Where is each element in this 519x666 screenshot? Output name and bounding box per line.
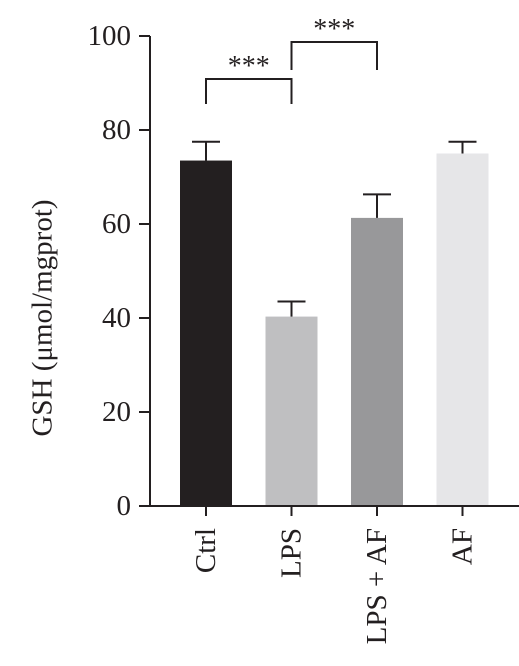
bar-lps-af: [351, 217, 403, 506]
x-tick-label: LPS: [276, 528, 308, 578]
y-tick-label: 0: [117, 490, 132, 522]
y-axis-label: GSH (μmol/mgprot): [27, 199, 59, 436]
significance-label: ***: [313, 14, 355, 45]
x-axis: Ctrl LPS LPS + AF AF: [150, 505, 519, 644]
significance-bracket: [205, 78, 293, 104]
y-tick-label: 80: [102, 114, 131, 146]
x-tick-label: LPS + AF: [361, 528, 393, 644]
bar-af: [436, 153, 489, 506]
significance-brackets: *** ***: [205, 14, 378, 104]
y-tick-label: 100: [88, 20, 132, 52]
y-tick-label: 40: [102, 302, 131, 334]
y-tick-label: 20: [102, 396, 131, 428]
bar-ctrl: [180, 160, 232, 507]
significance-bracket: [290, 41, 378, 70]
x-tick-label: AF: [447, 528, 479, 565]
significance-label: ***: [228, 51, 270, 82]
y-tick-label: 60: [102, 208, 131, 240]
bar-lps: [265, 316, 318, 506]
bars: [180, 153, 489, 507]
y-axis: 0 20 40 60 80 100: [88, 20, 151, 522]
error-bars: [192, 140, 477, 317]
x-tick-label: Ctrl: [190, 528, 222, 573]
